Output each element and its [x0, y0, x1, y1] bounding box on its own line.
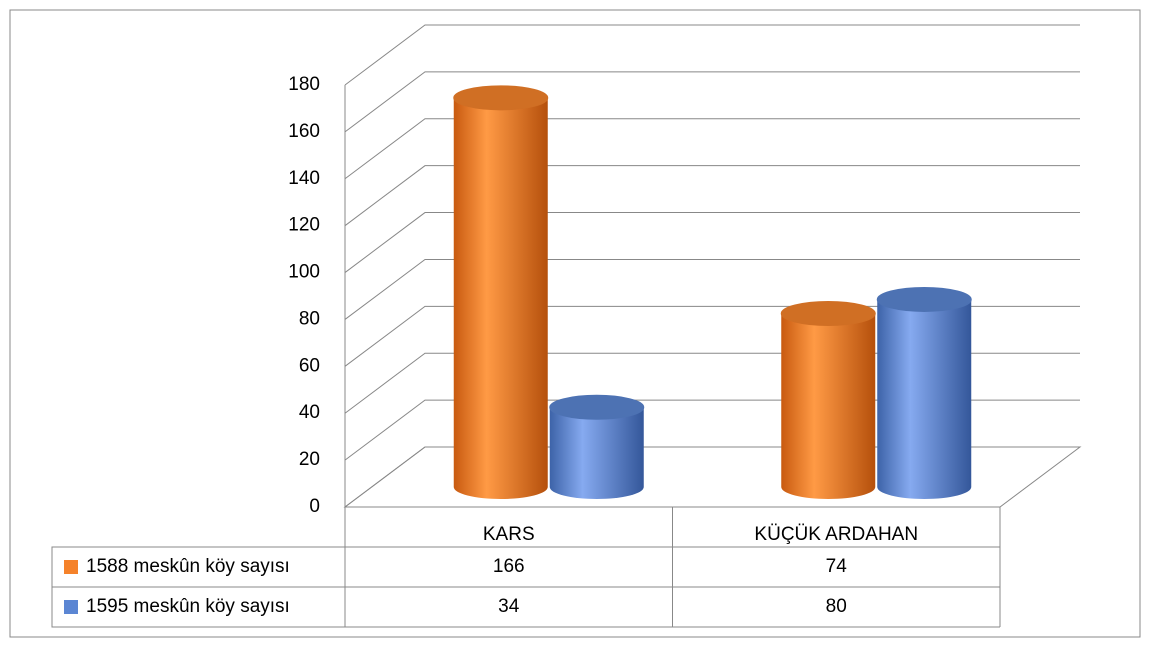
legend-key [64, 600, 78, 614]
cylinder [453, 97, 548, 500]
grid-line [344, 258, 1080, 320]
grid-line [344, 212, 1080, 273]
legend-key [64, 560, 78, 574]
table-cell: 74 [826, 556, 848, 577]
table-cell: 34 [498, 596, 520, 617]
cylinder [781, 313, 876, 500]
cylinder-top [876, 286, 972, 312]
grid-line [344, 24, 1080, 86]
legend-label: 1595 meskûn köy sayısı [86, 596, 290, 617]
cylinder-top [549, 394, 645, 420]
cylinder-top [453, 85, 549, 111]
grid-line [344, 118, 1080, 180]
grid-line [344, 71, 1080, 133]
cylinder [877, 299, 972, 500]
y-tick-label: 80 [299, 308, 320, 329]
y-tick-label: 40 [299, 402, 320, 423]
y-tick-label: 180 [288, 74, 320, 95]
y-tick-label: 140 [288, 168, 320, 189]
y-tick-label: 60 [299, 355, 320, 376]
legend-label: 1588 meskûn köy sayısı [86, 556, 290, 577]
y-tick-label: 20 [299, 449, 320, 470]
cylinder [549, 407, 644, 500]
x-tick-label: KÜÇÜK ARDAHAN [754, 524, 918, 545]
x-tick-label: KARS [483, 524, 535, 545]
table-cell: 166 [493, 556, 525, 577]
y-tick-label: 160 [288, 121, 320, 142]
grid-line [344, 165, 1080, 227]
y-tick-label: 120 [288, 215, 320, 236]
y-tick-label: 0 [309, 496, 320, 517]
cylinder-top [780, 301, 876, 327]
table-cell: 80 [826, 596, 847, 617]
y-tick-label: 100 [288, 262, 320, 283]
